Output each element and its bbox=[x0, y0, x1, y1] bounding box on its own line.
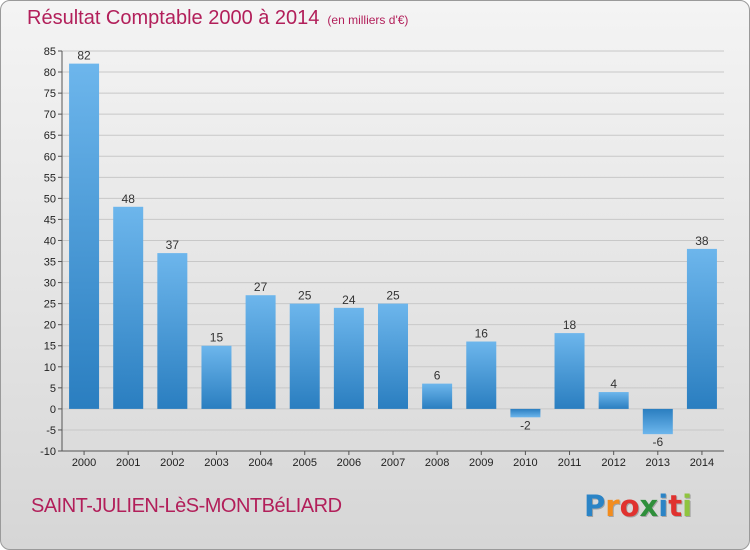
y-tick-label: 20 bbox=[44, 320, 56, 332]
axis-layer: -10 -5 0 5 10 15 20 25 30 35 40 45 50 55 60 65 70 75 80 85 2… bbox=[40, 46, 724, 469]
bar-layer bbox=[69, 63, 717, 435]
x-tick-label: 2010 bbox=[513, 457, 537, 469]
y-tick-label: 50 bbox=[44, 193, 56, 205]
proxiti-logo[interactable]: Proxiti bbox=[584, 489, 692, 523]
bar bbox=[686, 248, 717, 409]
y-tick-label: 40 bbox=[44, 235, 56, 247]
data-label: 37 bbox=[166, 238, 180, 252]
bar bbox=[157, 253, 188, 409]
chart-title-text: Résultat Comptable 2000 à 2014 bbox=[27, 7, 320, 29]
bar bbox=[113, 206, 144, 409]
bar bbox=[466, 341, 497, 409]
x-tick-label: 2012 bbox=[601, 457, 625, 469]
logo-letter: r bbox=[605, 489, 620, 523]
bar bbox=[422, 383, 453, 409]
bar bbox=[201, 345, 232, 409]
x-tick-label: 2009 bbox=[469, 457, 493, 469]
x-tick-label: 2013 bbox=[646, 457, 670, 469]
y-tick-label: -10 bbox=[40, 446, 56, 458]
bar bbox=[245, 295, 276, 409]
bar bbox=[554, 333, 585, 409]
y-tick-label: 5 bbox=[50, 383, 56, 395]
data-label: 4 bbox=[610, 377, 617, 391]
y-tick-label: 30 bbox=[44, 278, 56, 290]
bar bbox=[642, 408, 673, 435]
data-label: -6 bbox=[652, 435, 663, 449]
data-label: 24 bbox=[342, 293, 356, 307]
logo-letter: o bbox=[619, 489, 640, 523]
y-tick-label: 10 bbox=[44, 362, 56, 374]
data-label: 38 bbox=[695, 234, 709, 248]
x-tick-label: 2014 bbox=[690, 457, 714, 469]
bar bbox=[378, 303, 408, 409]
y-tick-label: 70 bbox=[44, 109, 56, 121]
x-tick-label: 2005 bbox=[292, 457, 316, 469]
chart-title: Résultat Comptable 2000 à 2014 (en millie… bbox=[27, 7, 408, 30]
y-tick-label: 80 bbox=[44, 67, 56, 79]
logo-letter: P bbox=[584, 489, 606, 523]
bar bbox=[333, 307, 364, 409]
y-tick-label: 85 bbox=[44, 46, 56, 58]
y-tick-label: 75 bbox=[44, 88, 56, 100]
y-tick-label: -5 bbox=[46, 425, 56, 437]
y-tick-label: 65 bbox=[44, 130, 56, 142]
y-tick-label: 55 bbox=[44, 172, 56, 184]
commune-name: SAINT-JULIEN-LèS-MONTBéLIARD bbox=[31, 495, 342, 517]
x-tick-label: 2008 bbox=[425, 457, 449, 469]
logo-letter: x bbox=[639, 489, 659, 523]
x-tick-label: 2007 bbox=[381, 457, 405, 469]
y-tick-label: 60 bbox=[44, 151, 56, 163]
x-tick-label: 2004 bbox=[248, 457, 272, 469]
bar bbox=[289, 303, 320, 409]
chart-subtitle: (en milliers d'€) bbox=[327, 13, 409, 27]
x-tick-label: 2003 bbox=[204, 457, 228, 469]
y-tick-label: 15 bbox=[44, 341, 56, 353]
y-tick-label: 45 bbox=[44, 214, 56, 226]
y-tick-label: 0 bbox=[50, 404, 56, 416]
bar bbox=[598, 392, 629, 409]
y-tick-label: 25 bbox=[44, 299, 56, 311]
data-label: 25 bbox=[386, 289, 400, 303]
data-label: 27 bbox=[254, 280, 268, 294]
logo-letter: i bbox=[682, 489, 693, 523]
y-tick-label: 35 bbox=[44, 257, 56, 269]
bar bbox=[69, 63, 100, 409]
data-label: 16 bbox=[475, 327, 489, 341]
data-label: 25 bbox=[298, 289, 312, 303]
data-label: 18 bbox=[563, 318, 577, 332]
x-tick-label: 2011 bbox=[558, 457, 582, 469]
data-label: 6 bbox=[434, 369, 441, 383]
data-label: 15 bbox=[210, 331, 224, 345]
x-tick-label: 2006 bbox=[337, 457, 361, 469]
data-label: -2 bbox=[520, 418, 531, 432]
logo-letter: i bbox=[658, 489, 669, 523]
x-tick-label: 2002 bbox=[160, 457, 184, 469]
data-label: 82 bbox=[77, 49, 91, 63]
data-label: 48 bbox=[122, 192, 136, 206]
x-tick-label: 2001 bbox=[116, 457, 140, 469]
label-layer: 82 48 37 15 27 25 24 25 6 16 -2 18 4 -6 38 bbox=[77, 49, 709, 450]
logo-letter: t bbox=[668, 489, 683, 523]
x-tick-label: 2000 bbox=[72, 457, 96, 469]
bar bbox=[510, 408, 541, 418]
